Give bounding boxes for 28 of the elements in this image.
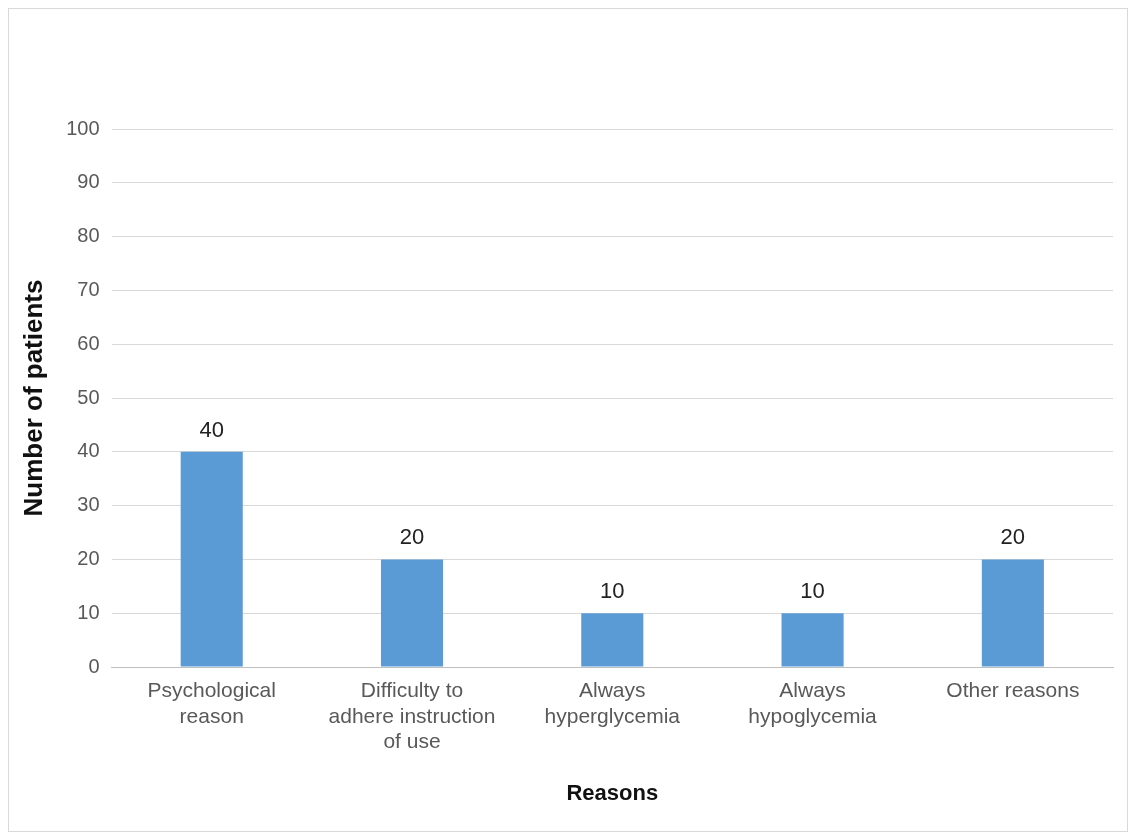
data-label: 40 (199, 416, 224, 442)
bar (380, 559, 444, 667)
x-tick-label: Always hypoglycemia (748, 678, 878, 727)
bar (981, 559, 1044, 667)
y-tick-label: 60 (77, 331, 100, 354)
y-tick-label: 100 (66, 116, 100, 139)
y-axis-title: Number of patients (17, 279, 48, 517)
x-tick-label: Always hyperglycemia (544, 678, 681, 727)
y-tick-label: 80 (77, 224, 100, 247)
y-tick-label: 20 (77, 546, 100, 569)
data-label: 20 (1000, 524, 1026, 550)
y-tick-label: 70 (77, 277, 100, 300)
bar (781, 613, 844, 667)
data-label: 10 (800, 578, 825, 604)
x-axis-title: Reasons (566, 779, 659, 805)
x-tick-label: Other reasons (946, 678, 1080, 702)
y-tick-label: 10 (77, 600, 100, 623)
x-tick-label: Difficulty to adhere instruction of use (328, 678, 496, 752)
data-label: 20 (399, 524, 425, 550)
y-tick-label: 90 (77, 170, 100, 193)
bar (581, 613, 644, 667)
y-tick-label: 30 (77, 493, 100, 516)
data-label: 10 (600, 578, 625, 604)
x-tick-label: Psychological reason (147, 678, 276, 727)
y-tick-label: 0 (88, 654, 100, 677)
y-tick-label: 50 (77, 385, 100, 408)
y-tick-label: 40 (77, 439, 100, 462)
bar (180, 451, 243, 667)
